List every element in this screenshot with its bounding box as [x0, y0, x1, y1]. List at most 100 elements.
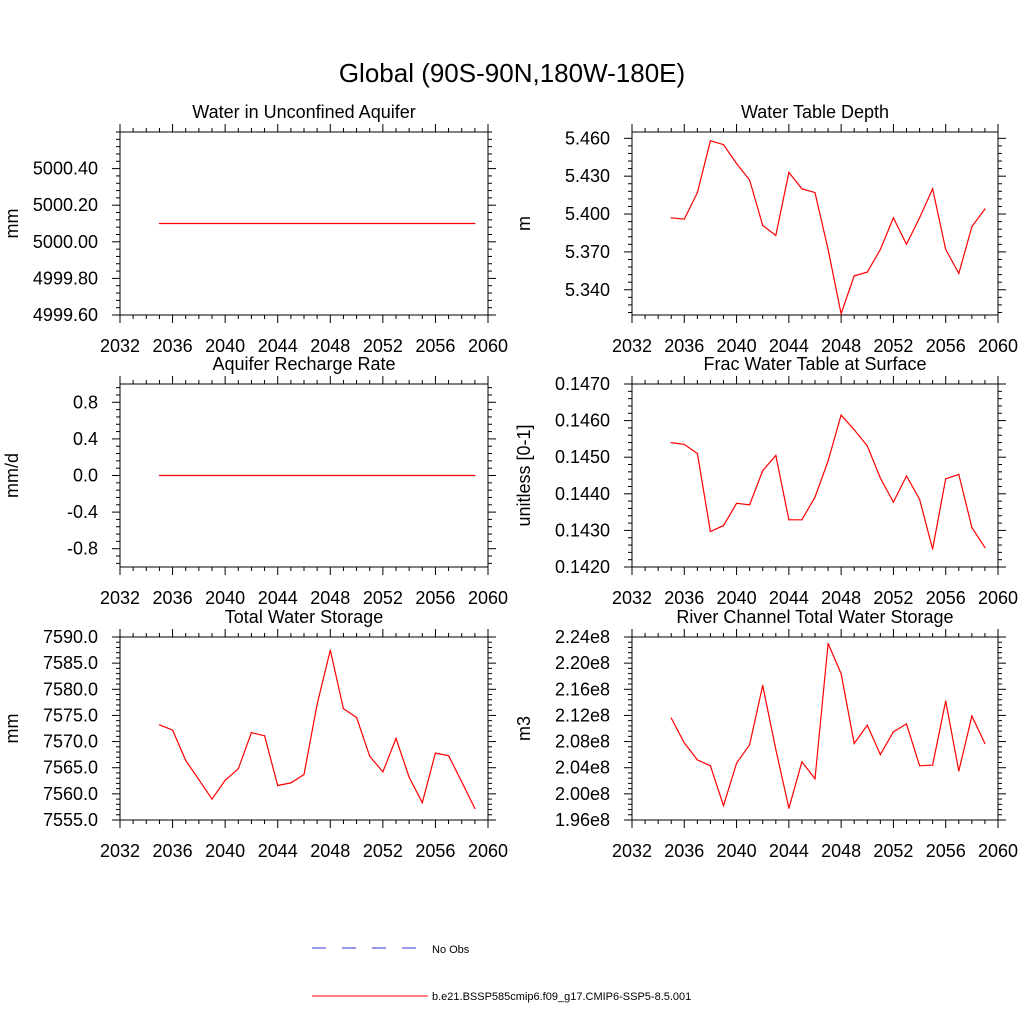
data-point	[801, 519, 803, 521]
data-point	[171, 474, 174, 477]
data-point	[290, 222, 292, 225]
y-axis-label: mm/d	[2, 453, 22, 498]
x-tick-label: 2048	[310, 336, 350, 356]
x-tick-label: 2040	[205, 588, 245, 608]
y-tick-label: 7565.0	[43, 758, 98, 778]
y-tick-label: 0.1470	[555, 374, 610, 394]
y-tick-label: 5.340	[565, 280, 610, 300]
data-point	[447, 222, 450, 225]
data-point	[185, 759, 187, 761]
x-tick-label: 2036	[153, 841, 193, 861]
data-point	[866, 724, 868, 726]
data-point	[198, 779, 200, 781]
data-point	[905, 475, 908, 477]
x-tick-label: 2044	[258, 841, 298, 861]
y-axis-label: unitless [0-1]	[514, 424, 534, 526]
data-point	[932, 764, 934, 766]
panel-4: Frac Water Table at Surface unitless [0-1…	[514, 354, 1018, 608]
panel-3: Aquifer Recharge Rate mm/d 2032 2036 2040 204…	[2, 354, 508, 608]
data-point	[461, 474, 463, 477]
data-point	[709, 530, 712, 533]
data-point	[735, 162, 738, 165]
data-point	[788, 807, 790, 809]
data-point	[434, 752, 437, 754]
data-point	[749, 744, 751, 746]
data-point	[158, 724, 161, 726]
y-tick-label: 2.00e8	[555, 784, 610, 804]
x-tick-label: 2056	[415, 336, 455, 356]
panel-title: Water in Unconfined Aquifer	[192, 102, 415, 122]
panel-2: Water Table Depth m 2032 2036 2040 2044 2048 20…	[514, 102, 1018, 356]
data-point	[683, 742, 685, 744]
x-tick-label: 2056	[926, 336, 966, 356]
x-tick-label: 2052	[873, 336, 913, 356]
data-point	[775, 454, 777, 456]
data-point	[211, 474, 213, 477]
data-point	[892, 501, 895, 503]
x-tick-label: 2040	[717, 336, 757, 356]
plot-frame	[119, 636, 489, 821]
data-point	[709, 140, 712, 142]
data-point	[447, 474, 450, 477]
x-tick-label: 2060	[978, 336, 1018, 356]
series-line-model	[671, 140, 986, 316]
y-tick-label: 4999.60	[33, 305, 98, 325]
data-point	[395, 222, 397, 225]
data-point	[749, 179, 751, 181]
data-point	[382, 474, 384, 477]
y-tick-label: 5.400	[565, 204, 610, 224]
data-point	[369, 222, 371, 225]
data-point	[421, 222, 423, 225]
data-point	[709, 765, 712, 767]
data-point	[395, 737, 397, 740]
x-tick-label: 2032	[100, 336, 140, 356]
data-point	[158, 474, 161, 477]
legend: No Obs b.e21.BSSP585cmip6.f09_g17.CMIP6-…	[312, 944, 691, 1003]
data-point	[329, 474, 331, 477]
data-point	[775, 234, 777, 237]
legend-obs-label: No Obs	[432, 944, 470, 956]
data-point	[355, 474, 358, 477]
data-point	[316, 222, 318, 225]
data-point	[434, 222, 437, 225]
data-point	[879, 754, 881, 756]
y-tick-label: 5000.00	[33, 232, 98, 252]
y-tick-label: 0.1420	[555, 557, 610, 577]
data-point	[171, 222, 174, 225]
data-point	[237, 474, 239, 477]
y-tick-label: 0.0	[73, 466, 98, 486]
y-tick-label: 7575.0	[43, 705, 98, 725]
data-point	[408, 474, 410, 477]
data-point	[237, 768, 239, 770]
data-point	[290, 474, 292, 477]
y-tick-label: 0.8	[73, 392, 98, 412]
x-tick-label: 2060	[468, 841, 508, 861]
y-tick-label: 5.460	[565, 128, 610, 148]
data-point	[696, 759, 698, 761]
y-tick-label: 7585.0	[43, 653, 98, 673]
x-tick-label: 2032	[100, 588, 140, 608]
series-line-model	[671, 413, 986, 550]
data-point	[277, 222, 279, 225]
y-tick-label: 5.370	[565, 242, 610, 262]
y-tick-label: 7570.0	[43, 732, 98, 752]
data-point	[840, 414, 842, 416]
x-tick-label: 2032	[612, 588, 652, 608]
data-point	[918, 217, 921, 219]
data-point	[853, 742, 855, 745]
x-tick-label: 2060	[468, 336, 508, 356]
panel-1: Water in Unconfined Aquifer mm 2032 2036 204…	[2, 102, 508, 356]
y-tick-label: 5000.40	[33, 159, 98, 179]
data-point	[827, 460, 829, 462]
x-tick-label: 2056	[415, 841, 455, 861]
x-tick-label: 2060	[978, 588, 1018, 608]
x-tick-label: 2056	[415, 588, 455, 608]
data-point	[762, 684, 764, 686]
data-point	[696, 452, 698, 455]
data-point	[945, 248, 947, 250]
x-tick-label: 2052	[363, 588, 403, 608]
data-point	[408, 776, 410, 778]
y-tick-label: 0.1460	[555, 411, 610, 431]
data-point	[198, 222, 200, 225]
